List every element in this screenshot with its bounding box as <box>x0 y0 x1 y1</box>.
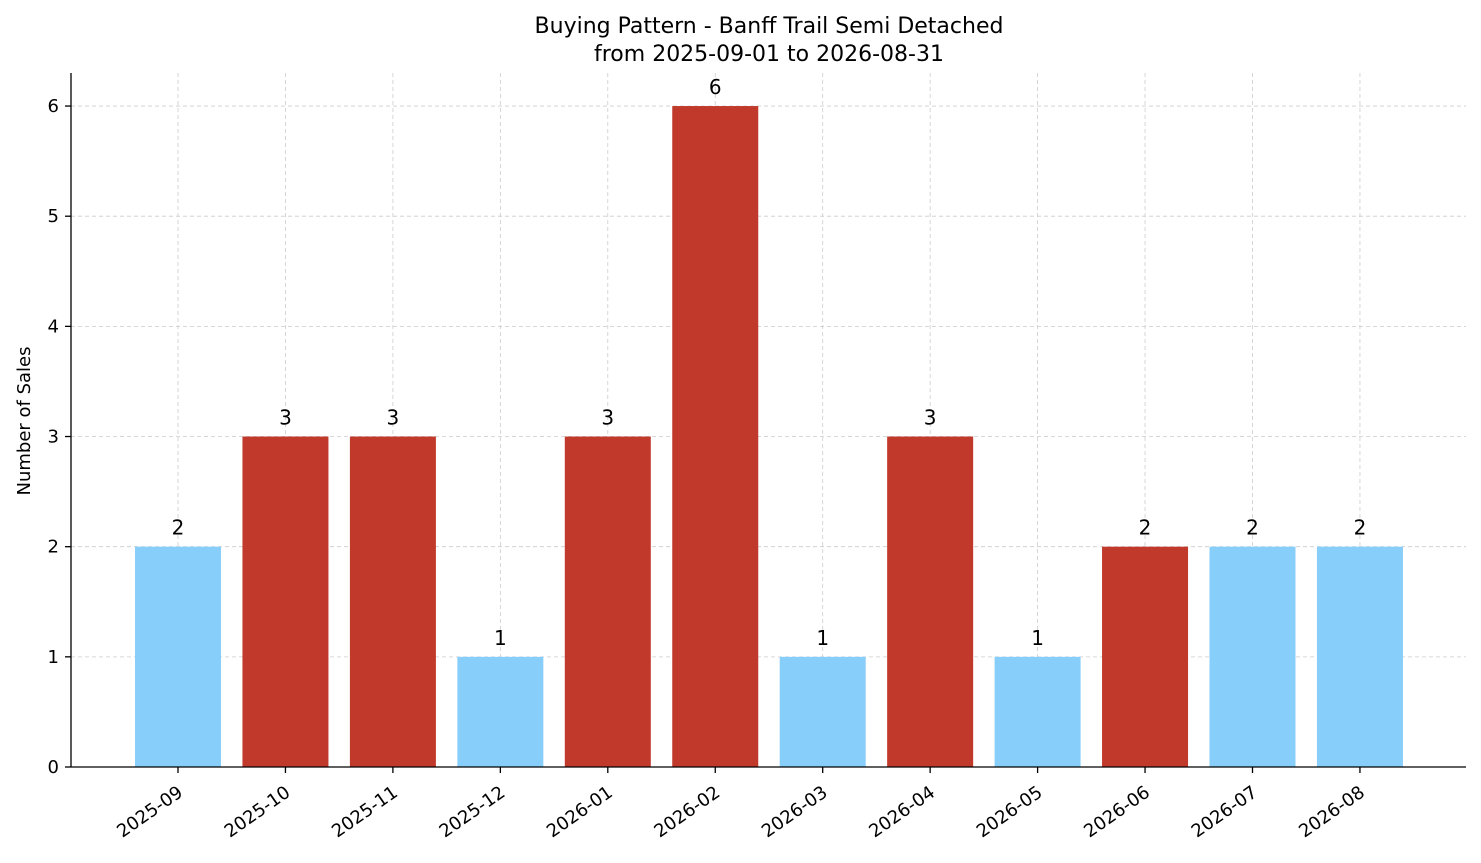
bar-2025-12 <box>457 656 544 767</box>
y-axis: 0 1 2 3 4 5 6 <box>48 96 71 778</box>
x-tick-label-2026-01: 2026-01 <box>543 782 617 842</box>
value-label-2026-02: 6 <box>709 75 722 99</box>
bar-2025-10 <box>242 436 329 767</box>
bar-2026-05 <box>994 656 1081 767</box>
y-tick-label: 6 <box>48 96 59 117</box>
value-label-2026-08: 2 <box>1354 516 1367 540</box>
y-tick-label: 4 <box>48 316 59 337</box>
bars <box>135 106 1403 768</box>
bar-2026-06 <box>1102 546 1189 767</box>
x-tick-label-2026-03: 2026-03 <box>758 782 832 842</box>
chart-title: Buying Pattern - Banff Trail Semi Detach… <box>535 14 1004 39</box>
y-tick-label: 5 <box>48 206 59 227</box>
y-tick-label: 0 <box>48 757 59 778</box>
value-label-2026-06: 2 <box>1139 516 1152 540</box>
x-axis: 2025-09 2025-10 2025-11 2025-12 2026-01 2026-… <box>113 767 1369 842</box>
value-label-2026-05: 1 <box>1031 626 1044 650</box>
value-label-2025-11: 3 <box>387 406 400 430</box>
bar-2025-09 <box>135 546 221 767</box>
x-tick-label-2026-08: 2026-08 <box>1295 782 1369 842</box>
bar-2026-02 <box>672 106 759 768</box>
x-tick-label-2026-07: 2026-07 <box>1188 782 1262 842</box>
bar-2026-01 <box>564 436 651 767</box>
value-label-2025-12: 1 <box>494 626 507 650</box>
bar-2026-04 <box>887 436 974 767</box>
chart-subtitle: from 2025-09-01 to 2026-08-31 <box>594 42 944 67</box>
bar-2026-08 <box>1316 546 1403 767</box>
bar-2026-03 <box>779 656 866 767</box>
value-label-2025-09: 2 <box>172 516 185 540</box>
bar-2026-07 <box>1209 546 1296 767</box>
x-tick-label-2025-10: 2025-10 <box>221 782 295 842</box>
value-label-2026-07: 2 <box>1246 516 1259 540</box>
value-label-2025-10: 3 <box>279 406 292 430</box>
value-label-2026-04: 3 <box>924 406 937 430</box>
x-tick-label-2025-11: 2025-11 <box>328 782 402 842</box>
value-label-2026-01: 3 <box>601 406 614 430</box>
bar-2025-11 <box>349 436 436 767</box>
value-labels: 2 3 3 1 3 6 1 3 1 2 2 2 <box>172 75 1367 650</box>
x-tick-label-2025-12: 2025-12 <box>436 782 510 842</box>
x-tick-label-2026-04: 2026-04 <box>865 782 939 842</box>
x-tick-label-2025-09: 2025-09 <box>113 782 187 842</box>
x-tick-label-2026-05: 2026-05 <box>973 782 1047 842</box>
y-tick-label: 3 <box>48 427 59 448</box>
x-tick-label-2026-02: 2026-02 <box>650 782 724 842</box>
y-axis-label: Number of Sales <box>14 346 35 495</box>
x-tick-label-2026-06: 2026-06 <box>1080 782 1154 842</box>
y-tick-label: 1 <box>48 647 59 668</box>
y-tick-label: 2 <box>48 537 59 558</box>
value-label-2026-03: 1 <box>816 626 829 650</box>
